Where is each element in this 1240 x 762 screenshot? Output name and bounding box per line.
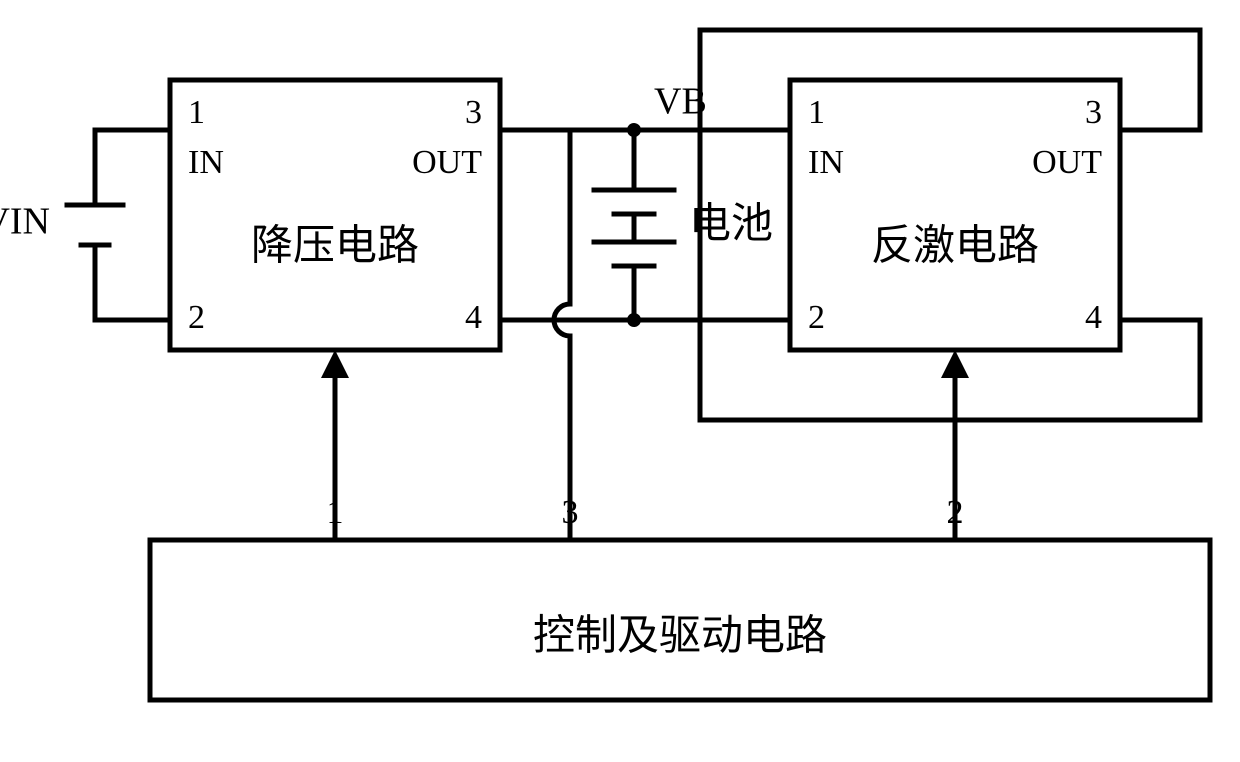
flyback-pin3: 3 <box>1085 94 1102 131</box>
buck-pin2: 2 <box>188 299 205 336</box>
flyback-pin2: 2 <box>808 299 825 336</box>
flyback-out-label: OUT <box>1032 144 1102 181</box>
flyback-in-label: IN <box>808 144 844 181</box>
circuit-diagram: 1324INOUT降压电路1324INOUT反激电路控制及驱动电路132VIN电… <box>0 0 1240 762</box>
buck-out-label: OUT <box>412 144 482 181</box>
buck-pin4: 4 <box>465 299 482 336</box>
control-title: 控制及驱动电路 <box>533 614 827 660</box>
flyback-pin4: 4 <box>1085 299 1102 336</box>
buck-in-label: IN <box>188 144 224 181</box>
buck-title: 降压电路 <box>251 224 419 270</box>
vin-label: VIN <box>0 201 50 243</box>
buck-pin3: 3 <box>465 94 482 131</box>
flyback-title: 反激电路 <box>871 224 1039 270</box>
buck-pin1: 1 <box>188 94 205 131</box>
flyback-pin1: 1 <box>808 94 825 131</box>
